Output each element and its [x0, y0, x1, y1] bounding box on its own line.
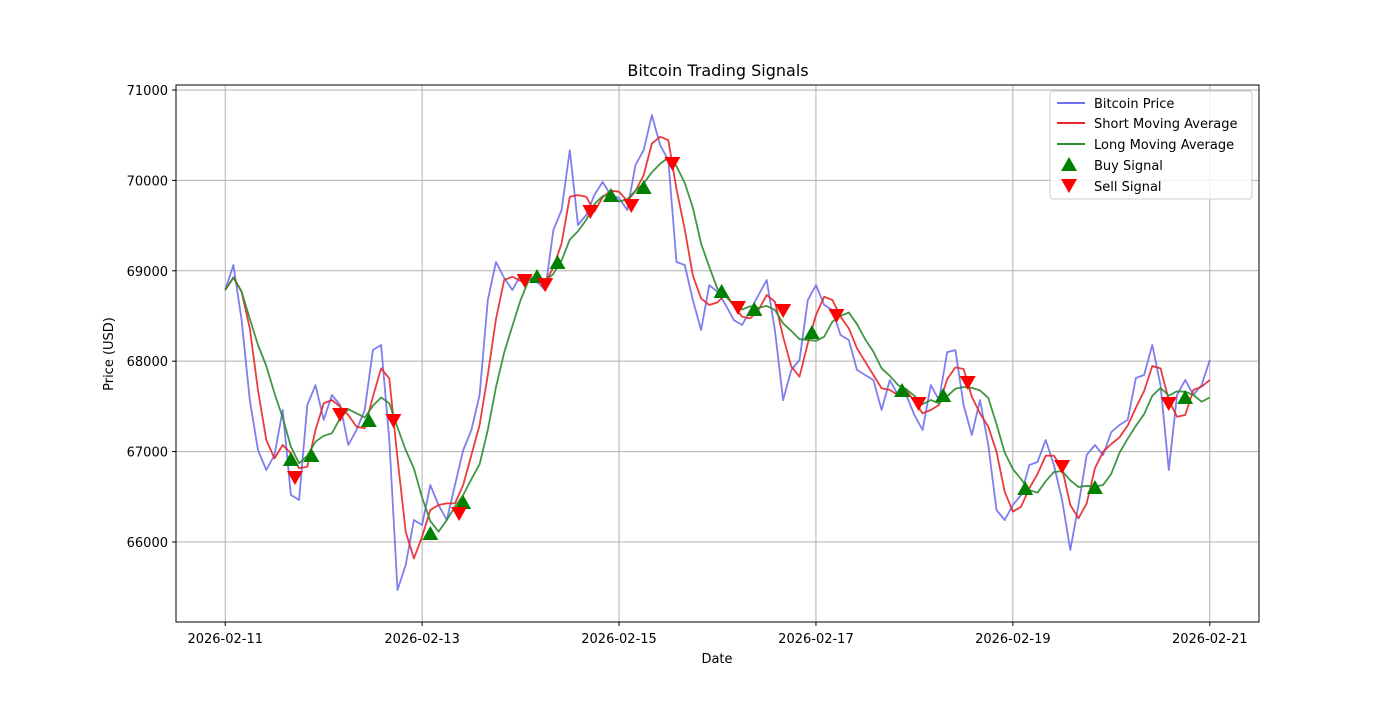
buy-signal-marker: [360, 413, 377, 428]
y-axis-label: Price (USD): [102, 317, 117, 391]
sell-signal-marker: [959, 375, 976, 390]
legend-label-buy: Buy Signal: [1094, 159, 1163, 174]
legend-label-short-ma: Short Moving Average: [1094, 117, 1238, 132]
sell-signal-marker: [775, 304, 792, 319]
sell-signal-marker: [623, 199, 640, 214]
x-tick-label: 2026-02-19: [975, 632, 1051, 647]
buy-signal-marker: [894, 383, 911, 398]
y-tick-label: 70000: [127, 174, 168, 189]
x-tick-label: 2026-02-11: [187, 632, 263, 647]
x-tick-label: 2026-02-15: [581, 632, 657, 647]
y-tick-label: 67000: [127, 446, 168, 461]
y-axis-ticks: 66000 67000 68000 69000 70000 71000: [127, 84, 176, 551]
legend-box: [1049, 90, 1253, 200]
buy-signal-marker: [455, 495, 472, 510]
buy-signal-marker: [746, 302, 763, 317]
x-tick-label: 2026-02-13: [384, 632, 460, 647]
sell-signal-marker: [451, 506, 468, 521]
buy-signal-marker: [282, 451, 299, 466]
x-axis-label: Date: [701, 652, 732, 667]
y-tick-label: 68000: [127, 355, 168, 370]
legend-label-long-ma: Long Moving Average: [1094, 138, 1234, 153]
buy-signal-marker: [303, 448, 320, 463]
sell-signal-marker: [730, 301, 747, 316]
sell-signal-marker: [385, 414, 402, 429]
buy-signal-marker: [549, 255, 566, 270]
buy-signal-marker: [1017, 481, 1034, 496]
buy-signal-marker: [1086, 480, 1103, 495]
sell-signal-marker: [332, 407, 349, 422]
buy-signal-marker: [1177, 389, 1194, 404]
plot-frame: [175, 84, 1260, 623]
x-axis-ticks: 2026-02-11 2026-02-13 2026-02-15 2026-02-17…: [187, 622, 1248, 647]
long-ma-line: [224, 156, 1211, 533]
buy-signal-marker: [422, 526, 439, 541]
buy-signal-marker: [935, 387, 952, 402]
legend-label-sell: Sell Signal: [1094, 180, 1162, 195]
y-tick-label: 66000: [127, 536, 168, 551]
chart-title: Bitcoin Trading Signals: [627, 61, 808, 80]
buy-signal-marker: [635, 180, 652, 195]
sell-signal-marker: [828, 308, 845, 323]
x-tick-label: 2026-02-21: [1172, 632, 1248, 647]
buy-signal-marker: [602, 188, 619, 203]
sell-signal-marker: [910, 397, 927, 412]
legend-sell-marker-icon: [1061, 179, 1077, 193]
sell-signal-marker: [664, 157, 681, 172]
buy-signal-marker: [713, 284, 730, 299]
legend: Bitcoin Price Short Moving Average Long …: [1049, 90, 1253, 200]
sell-signal-marker: [1160, 397, 1177, 412]
sell-signal-marker: [516, 274, 533, 289]
buy-signal-marker: [803, 325, 820, 340]
sell-signal-marker: [537, 278, 554, 293]
sell-signal-marker: [286, 470, 303, 485]
sell-signal-marker: [1054, 459, 1071, 474]
short-ma-line: [224, 135, 1211, 560]
y-tick-label: 69000: [127, 265, 168, 280]
legend-buy-marker-icon: [1061, 157, 1077, 171]
y-tick-label: 71000: [127, 84, 168, 99]
legend-label-price: Bitcoin Price: [1094, 97, 1174, 112]
x-tick-label: 2026-02-17: [778, 632, 854, 647]
signal-markers: [282, 157, 1194, 541]
sell-signal-marker: [582, 205, 599, 220]
